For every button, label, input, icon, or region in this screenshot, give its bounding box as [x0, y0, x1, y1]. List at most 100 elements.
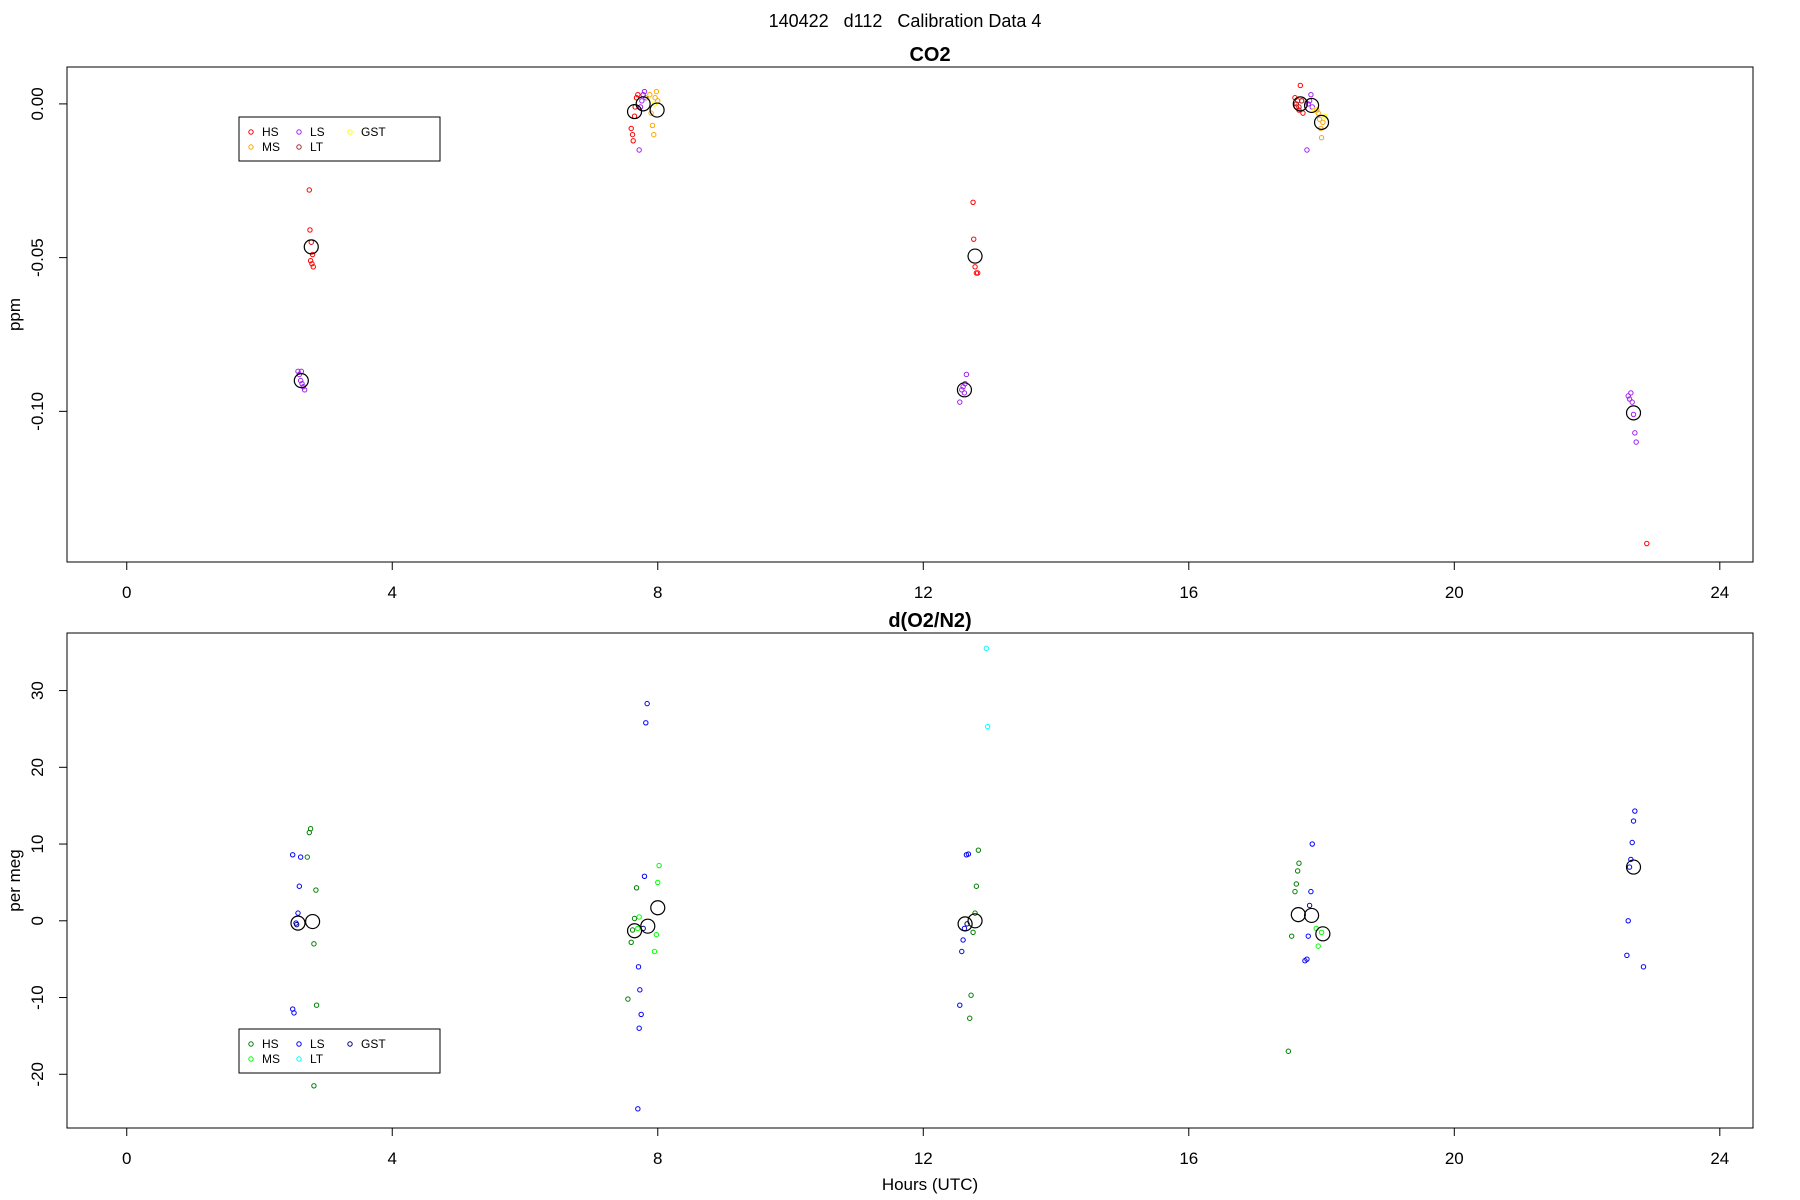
data-point	[625, 996, 631, 1002]
mean-point	[304, 913, 321, 930]
mean-point	[303, 239, 319, 255]
x-tick-label: 20	[1445, 583, 1464, 602]
legend-marker	[296, 129, 302, 135]
y-tick-label: 0.00	[28, 87, 47, 120]
data-point	[1309, 841, 1315, 847]
mean-point	[1313, 114, 1330, 130]
data-point	[631, 915, 638, 922]
data-point	[643, 95, 649, 101]
mean-point	[626, 103, 643, 120]
data-point	[291, 1010, 297, 1016]
data-point	[1305, 933, 1311, 939]
data-point	[297, 854, 304, 860]
x-tick-label: 0	[122, 1149, 131, 1168]
y-tick-label: 10	[28, 835, 47, 854]
x-tick-label: 20	[1445, 1149, 1464, 1168]
data-point	[648, 110, 654, 116]
mean-point	[1625, 859, 1642, 875]
series-ls	[295, 88, 1639, 445]
legend-marker	[296, 144, 302, 150]
data-point	[301, 387, 308, 393]
data-point	[313, 887, 319, 893]
mean-point	[1303, 97, 1320, 114]
y-tick-label: -20	[28, 1062, 47, 1087]
series-ms	[635, 862, 1325, 955]
data-point	[635, 925, 641, 932]
page-title: 140422 d112 Calibration Data 4	[769, 11, 1042, 31]
data-point	[1304, 956, 1310, 962]
data-point	[975, 847, 982, 853]
data-point	[1320, 119, 1326, 126]
data-point	[1626, 396, 1633, 402]
data-point	[1630, 818, 1637, 824]
data-point	[1624, 952, 1630, 959]
y-axis-label: ppm	[5, 298, 24, 331]
mean-point	[1303, 907, 1320, 924]
mean-point	[967, 248, 983, 264]
data-point	[295, 910, 301, 916]
data-point	[1629, 839, 1635, 846]
data-point	[1633, 439, 1639, 445]
data-point	[1296, 104, 1302, 110]
mean-point	[1290, 907, 1306, 923]
series-lt	[983, 645, 991, 730]
data-point	[304, 854, 310, 860]
series-ls	[289, 700, 1647, 1112]
data-point	[309, 251, 316, 258]
data-point	[971, 236, 977, 242]
series-hs	[304, 825, 1302, 1089]
data-point	[633, 885, 640, 891]
data-point	[1629, 399, 1635, 405]
legend-marker	[248, 1041, 254, 1047]
legend-entry: LS	[310, 125, 325, 139]
y-tick-label: 30	[28, 681, 47, 700]
data-point	[1630, 411, 1637, 418]
y-tick-label: -0.05	[28, 238, 47, 277]
data-point	[1306, 902, 1313, 909]
data-point	[1322, 113, 1328, 119]
data-point	[636, 1025, 642, 1031]
data-point	[293, 921, 300, 928]
data-point	[307, 825, 314, 832]
data-point	[1296, 860, 1302, 866]
legend-box	[238, 116, 441, 162]
data-point	[306, 187, 312, 193]
data-point	[630, 138, 636, 144]
data-point	[307, 227, 313, 233]
data-point	[1632, 808, 1638, 814]
legend-entry: LT	[310, 1052, 324, 1066]
data-point	[1294, 868, 1301, 874]
mean-point	[293, 373, 309, 389]
data-point	[310, 264, 316, 270]
x-tick-label: 4	[388, 1149, 397, 1168]
data-point	[635, 91, 641, 98]
data-point	[973, 883, 980, 889]
data-point	[629, 927, 636, 933]
data-point	[1640, 964, 1647, 970]
data-point	[1625, 918, 1631, 924]
data-point	[963, 371, 970, 378]
y-tick-label: 20	[28, 758, 47, 777]
data-point	[1644, 540, 1650, 547]
legend-entry: LS	[310, 1037, 325, 1051]
data-point	[1308, 91, 1314, 98]
series-mean	[290, 859, 1642, 942]
x-tick-label: 24	[1710, 1149, 1729, 1168]
data-point	[1285, 1048, 1292, 1054]
data-point	[1305, 101, 1311, 107]
data-point	[972, 910, 978, 916]
mean-point	[1315, 926, 1331, 942]
mean-point	[640, 918, 656, 934]
x-tick-label: 24	[1710, 583, 1729, 602]
series-lt	[1293, 98, 1305, 110]
data-point	[1628, 390, 1634, 396]
data-point	[313, 1002, 320, 1008]
x-tick-label: 12	[914, 1149, 933, 1168]
panel-title: d(O2/N2)	[888, 610, 971, 632]
data-point	[629, 131, 636, 138]
data-point	[957, 1002, 963, 1008]
data-point	[299, 380, 305, 387]
x-tick-label: 16	[1179, 1149, 1198, 1168]
data-point	[1297, 82, 1304, 89]
